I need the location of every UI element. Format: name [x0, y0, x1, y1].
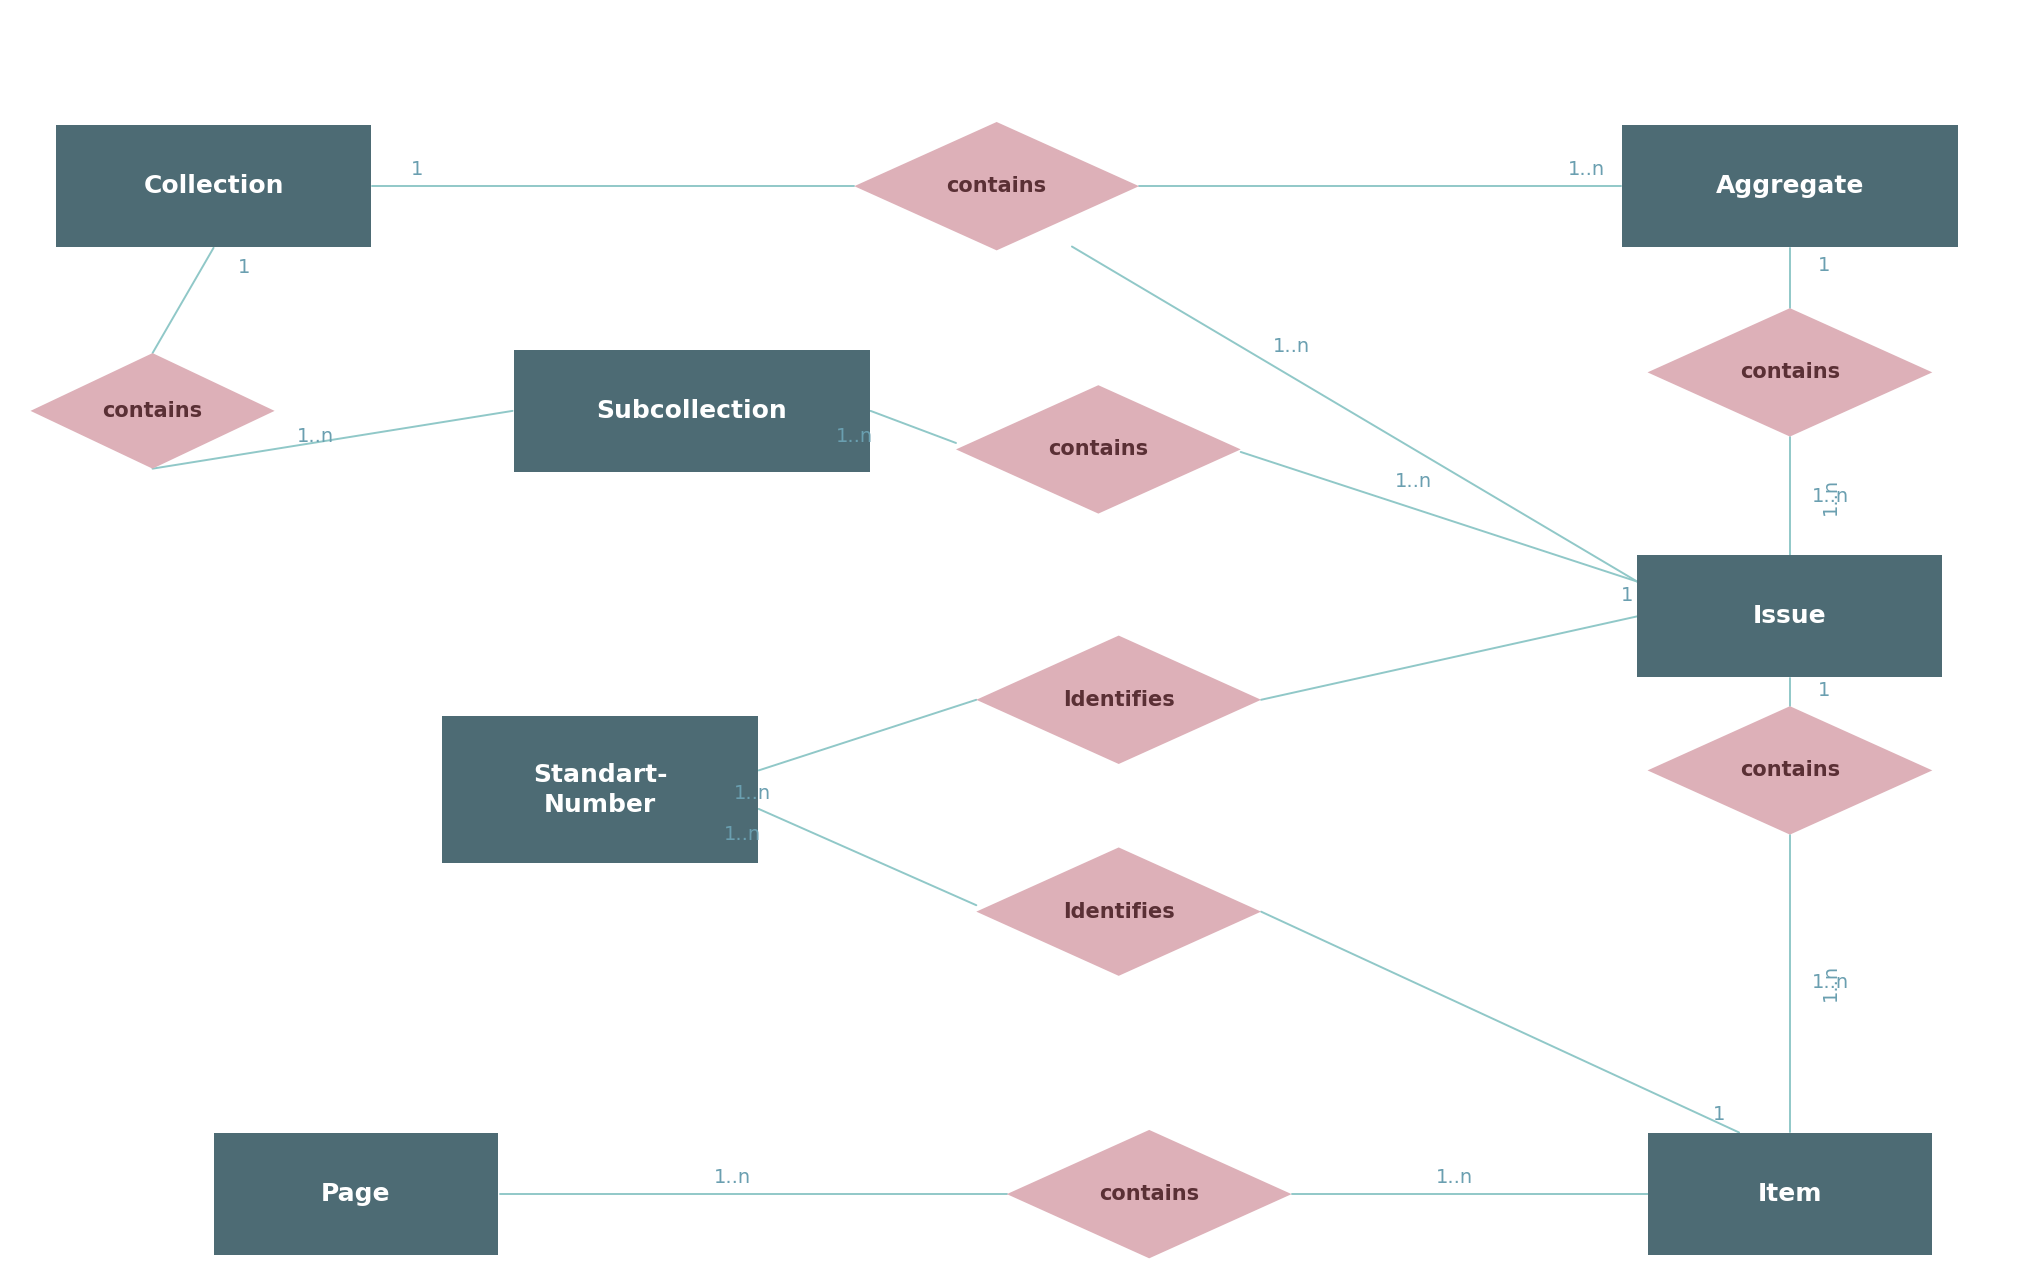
Text: 1..n: 1..n — [1395, 473, 1432, 490]
FancyBboxPatch shape — [1637, 555, 1942, 678]
Text: contains: contains — [1739, 362, 1841, 383]
FancyBboxPatch shape — [441, 716, 757, 864]
FancyBboxPatch shape — [214, 1134, 498, 1256]
Text: contains: contains — [1739, 760, 1841, 781]
Text: 1: 1 — [1818, 257, 1831, 275]
Text: Aggregate: Aggregate — [1717, 175, 1863, 198]
Text: 1..n: 1..n — [836, 428, 873, 446]
Text: Collection: Collection — [142, 175, 285, 198]
Text: 1..n: 1..n — [1812, 488, 1849, 506]
Text: 1: 1 — [1621, 587, 1633, 605]
Text: contains: contains — [1048, 439, 1149, 460]
Text: 1..n: 1..n — [714, 1168, 751, 1186]
Text: 1..n: 1..n — [1436, 1168, 1473, 1186]
FancyBboxPatch shape — [1648, 1134, 1932, 1256]
Text: 1: 1 — [411, 160, 423, 178]
FancyBboxPatch shape — [1623, 126, 1959, 248]
Text: Issue: Issue — [1753, 605, 1827, 628]
Polygon shape — [31, 353, 275, 469]
Text: Identifies: Identifies — [1064, 901, 1174, 922]
Polygon shape — [956, 385, 1241, 514]
Text: contains: contains — [1098, 1184, 1200, 1204]
Text: 1..n: 1..n — [734, 785, 771, 802]
Text: Page: Page — [321, 1183, 391, 1206]
FancyBboxPatch shape — [57, 126, 370, 248]
Text: 1..n: 1..n — [297, 428, 334, 446]
Polygon shape — [976, 636, 1261, 764]
Text: 1..n: 1..n — [1812, 973, 1849, 991]
Text: Standart-
Number: Standart- Number — [533, 763, 667, 817]
Text: 1..n: 1..n — [1820, 964, 1841, 1000]
Text: 1..n: 1..n — [1273, 338, 1310, 356]
Text: contains: contains — [946, 176, 1048, 196]
Polygon shape — [1648, 706, 1932, 835]
Polygon shape — [976, 847, 1261, 976]
Text: 1..n: 1..n — [1820, 479, 1841, 515]
Text: 1: 1 — [238, 258, 250, 276]
Text: 1: 1 — [1713, 1106, 1725, 1124]
Text: Subcollection: Subcollection — [596, 399, 787, 422]
Text: 1: 1 — [1818, 682, 1831, 700]
Text: Item: Item — [1757, 1183, 1822, 1206]
Polygon shape — [1648, 308, 1932, 437]
Text: 1..n: 1..n — [1568, 160, 1605, 178]
Polygon shape — [854, 122, 1139, 250]
Text: contains: contains — [102, 401, 203, 421]
Text: Identifies: Identifies — [1064, 690, 1174, 710]
Polygon shape — [1007, 1130, 1292, 1258]
FancyBboxPatch shape — [515, 349, 871, 471]
Text: 1..n: 1..n — [724, 826, 761, 844]
